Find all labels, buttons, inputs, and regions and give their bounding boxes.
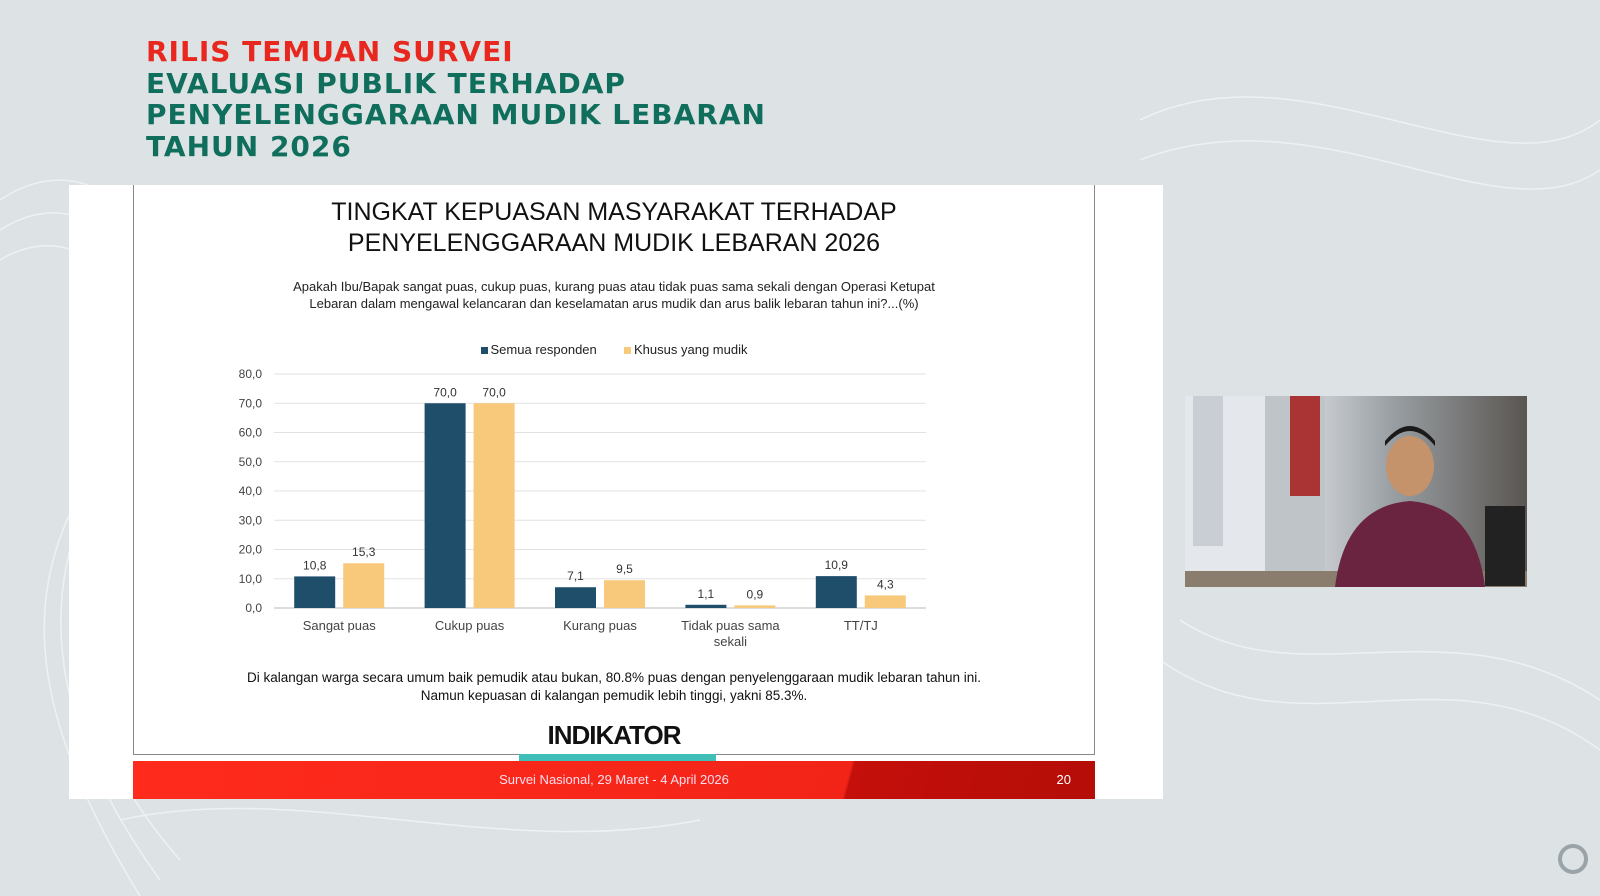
bar-mudik xyxy=(473,403,515,608)
presentation-slide: TINGKAT KEPUASAN MASYARAKAT TERHADAP PEN… xyxy=(69,185,1163,799)
chart-legend: Semua responden Khusus yang mudik xyxy=(134,342,1094,357)
y-tick-label: 50,0 xyxy=(239,455,263,469)
summary-note: Di kalangan warga secara umum baik pemud… xyxy=(164,669,1064,705)
bar-mudik xyxy=(864,595,906,608)
note-line-2: Namun kepuasan di kalangan pemudik lebih… xyxy=(420,688,808,703)
speaker-video-feed xyxy=(1185,396,1527,587)
bar-semua xyxy=(294,576,336,608)
data-label: 70,0 xyxy=(433,385,457,399)
bar-chart: 0,0 10,0 20,0 30,0 40,0 50,0 60,0 70,0 80,0 10,8 1… xyxy=(239,367,926,649)
slide-footer: Survei Nasional, 29 Maret - 4 April 2026… xyxy=(133,761,1095,799)
y-tick-label: 10,0 xyxy=(239,572,263,586)
data-label: 4,3 xyxy=(877,577,894,591)
bar-mudik xyxy=(734,605,776,608)
data-label: 9,5 xyxy=(616,562,633,576)
legend-label-mudik: Khusus yang mudik xyxy=(634,342,748,357)
bar-semua xyxy=(815,576,857,608)
data-label: 7,1 xyxy=(567,569,584,583)
y-tick-label: 30,0 xyxy=(239,513,263,527)
y-tick-label: 80,0 xyxy=(239,367,263,381)
speaker-video-image xyxy=(1185,396,1527,587)
note-line-1: Di kalangan warga secara umum baik pemud… xyxy=(247,670,981,685)
x-category-label: Tidak puas sama xyxy=(681,618,780,633)
data-label: 10,8 xyxy=(303,558,327,572)
x-category-label: Cukup puas xyxy=(435,618,505,633)
x-category-label: sekali xyxy=(714,634,747,649)
legend-swatch-semua xyxy=(480,347,488,354)
x-category-label: Kurang puas xyxy=(563,618,637,633)
header-line-4: TAHUN 2026 xyxy=(146,129,352,163)
bar-semua xyxy=(424,403,466,608)
header-line-3: PENYELENGGARAAN MUDIK LEBARAN xyxy=(146,98,766,131)
y-tick-label: 0,0 xyxy=(245,601,262,615)
chart-title-line-2: PENYELENGGARAAN MUDIK LEBARAN 2026 xyxy=(347,229,881,257)
data-label: 70,0 xyxy=(482,385,506,399)
channel-logo-icon xyxy=(1558,844,1588,874)
legend-label-semua: Semua responden xyxy=(490,342,597,357)
bar-mudik xyxy=(343,563,385,608)
x-category-label: TT/TJ xyxy=(844,618,878,633)
chart-title-line-1: TINGKAT KEPUASAN MASYARAKAT TERHADAP xyxy=(331,198,897,226)
header-line-1: RILIS TEMUAN SURVEI xyxy=(146,35,514,68)
indikator-logo: INDIKATOR xyxy=(547,720,681,750)
data-label: 1,1 xyxy=(698,587,715,601)
x-category-label: Sangat puas xyxy=(303,618,377,633)
data-label: 0,9 xyxy=(747,587,764,601)
data-label: 10,9 xyxy=(825,558,849,572)
broadcast-header: RILIS TEMUAN SURVEI EVALUASI PUBLIK TERH… xyxy=(146,36,766,162)
chart-title: TINGKAT KEPUASAN MASYARAKAT TERHADAP PEN… xyxy=(134,197,1094,259)
survey-question: Apakah Ibu/Bapak sangat puas, cukup puas… xyxy=(224,278,1004,312)
bar-mudik xyxy=(604,580,645,608)
question-line-2: Lebaran dalam mengawal kelancaran dan ke… xyxy=(309,296,919,311)
page-number: 20 xyxy=(1056,772,1071,787)
y-tick-label: 40,0 xyxy=(239,484,263,498)
bar-semua xyxy=(685,604,727,608)
y-tick-label: 60,0 xyxy=(239,426,263,440)
data-label: 15,3 xyxy=(352,545,376,559)
footer-survey-date: Survei Nasional, 29 Maret - 4 April 2026 xyxy=(499,772,729,787)
bar-semua xyxy=(555,587,596,608)
y-tick-label: 20,0 xyxy=(239,543,263,557)
header-line-2: EVALUASI PUBLIK TERHADAP xyxy=(146,66,626,100)
y-tick-label: 70,0 xyxy=(239,396,263,410)
teal-accent-bar xyxy=(519,754,716,763)
question-line-1: Apakah Ibu/Bapak sangat puas, cukup puas… xyxy=(293,279,935,294)
slide-frame: TINGKAT KEPUASAN MASYARAKAT TERHADAP PEN… xyxy=(133,185,1095,755)
legend-swatch-mudik xyxy=(624,347,632,354)
